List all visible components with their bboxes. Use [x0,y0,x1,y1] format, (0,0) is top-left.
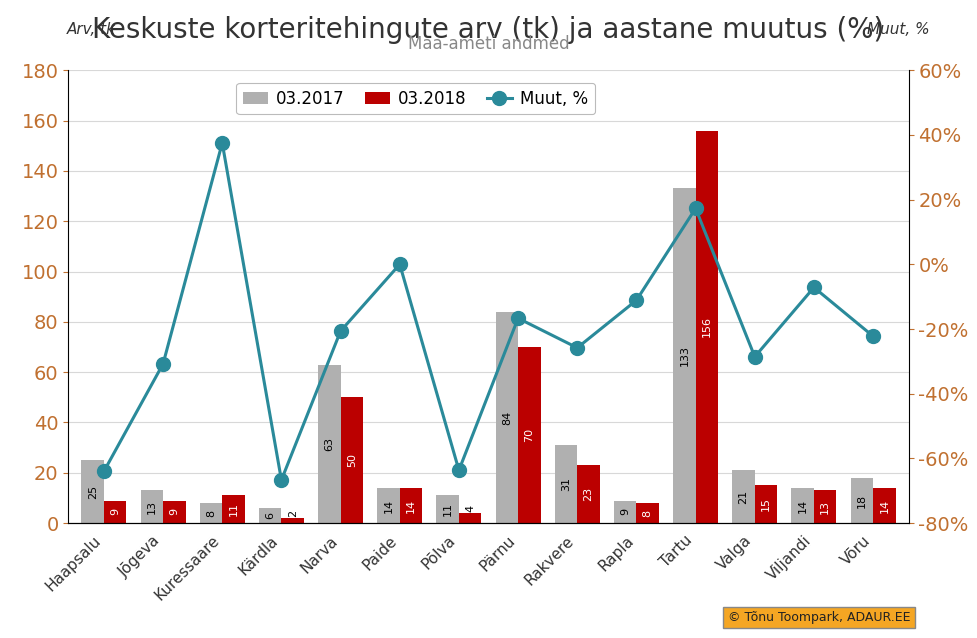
Bar [755,486,778,523]
Text: 8: 8 [206,510,216,517]
Text: 4: 4 [465,505,475,512]
Text: 133: 133 [679,345,690,366]
Text: 21: 21 [739,490,748,504]
Bar [81,460,104,523]
Bar [319,364,341,523]
Text: 13: 13 [147,500,157,514]
Bar [495,312,518,523]
Bar [141,491,163,523]
Bar [555,445,577,523]
Text: 11: 11 [443,502,452,516]
Bar [281,518,304,523]
Muut, % [157,360,169,367]
Text: 11: 11 [229,502,238,516]
Bar [814,491,836,523]
Bar [673,188,696,523]
Bar [614,500,636,523]
Bar [733,470,755,523]
Bar [163,500,186,523]
Text: 63: 63 [324,437,334,451]
Text: 2: 2 [287,510,298,517]
Text: 13: 13 [820,500,830,514]
Bar [104,500,126,523]
Text: 8: 8 [643,510,653,517]
Text: 15: 15 [761,497,771,511]
Muut, % [808,284,820,292]
Bar [851,478,873,523]
Bar [400,488,422,523]
Text: 18: 18 [857,493,867,508]
Text: 14: 14 [406,498,416,512]
Text: 9: 9 [169,508,180,516]
Bar [518,347,540,523]
Muut, % [216,139,228,147]
Text: 14: 14 [384,498,394,512]
Muut, % [690,205,701,212]
Bar [341,397,363,523]
Bar [437,496,459,523]
Muut, % [868,332,879,340]
Bar [199,503,222,523]
Bar [577,465,600,523]
Text: 14: 14 [879,498,889,512]
Text: 23: 23 [583,487,593,501]
Muut, % [630,297,642,304]
Text: 50: 50 [347,453,357,467]
Text: 9: 9 [620,508,630,516]
Text: 31: 31 [561,477,571,491]
Text: Muut, %: Muut, % [868,22,930,38]
Text: 70: 70 [525,428,534,442]
Bar [791,488,814,523]
Legend: 03.2017, 03.2018, Muut, %: 03.2017, 03.2018, Muut, % [236,83,595,114]
Muut, % [394,260,405,268]
Bar [459,513,482,523]
Text: 156: 156 [701,316,712,338]
Text: 84: 84 [502,410,512,425]
Text: 25: 25 [88,485,98,499]
Text: 9: 9 [110,508,120,516]
Text: 14: 14 [797,498,808,512]
Text: 6: 6 [265,512,276,519]
Muut, % [572,344,583,352]
Muut, % [512,315,524,322]
Line: Muut, %: Muut, % [97,136,880,487]
Text: Arv, tk: Arv, tk [66,22,115,38]
Muut, % [749,353,761,360]
Muut, % [453,466,465,474]
Muut, % [335,327,347,335]
Text: Keskuste korteritehingute arv (tk) ja aastane muutus (%): Keskuste korteritehingute arv (tk) ja aa… [93,16,884,44]
Bar [222,496,244,523]
Bar [377,488,400,523]
Text: Maa-ameti andmed: Maa-ameti andmed [407,35,570,53]
Bar [259,508,281,523]
Text: © Tõnu Toompark, ADAUR.EE: © Tõnu Toompark, ADAUR.EE [728,611,911,624]
Bar [636,503,658,523]
Bar [696,131,718,523]
Bar [873,488,896,523]
Muut, % [276,476,287,484]
Muut, % [98,468,109,475]
